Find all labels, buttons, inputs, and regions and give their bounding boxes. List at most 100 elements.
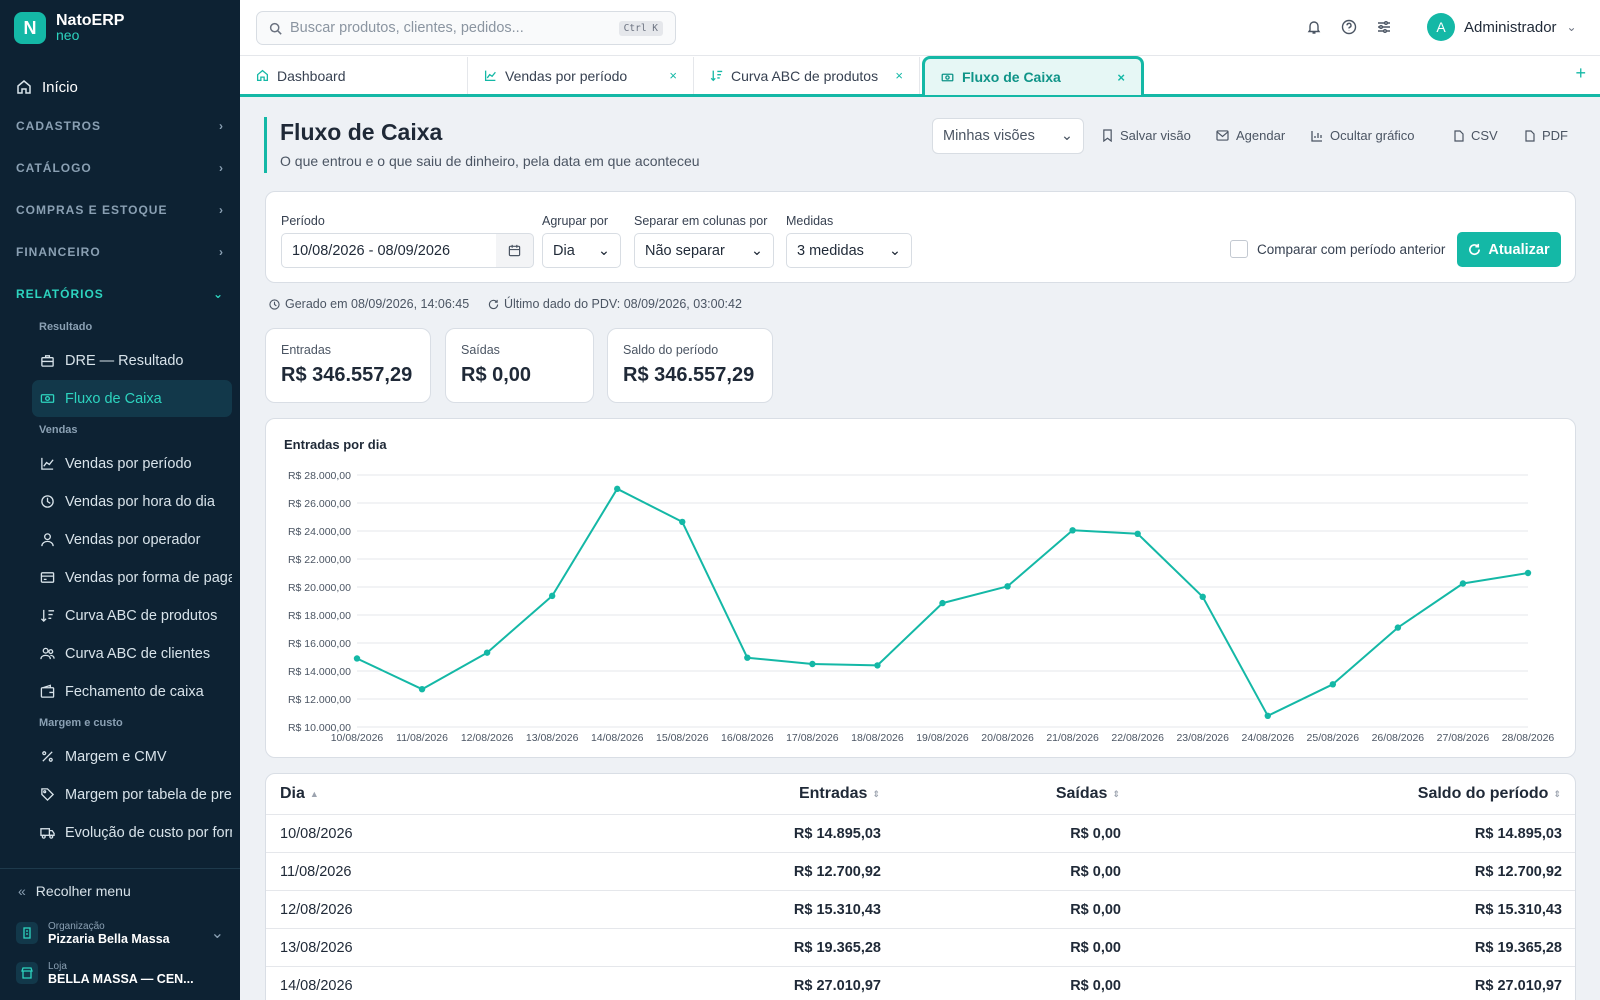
- table-row[interactable]: 14/08/2026 R$ 27.010,97 R$ 0,00 R$ 27.01…: [266, 966, 1575, 1000]
- tab-curva-abc[interactable]: Curva ABC de produtos ×: [694, 57, 920, 94]
- help-icon[interactable]: [1341, 19, 1357, 35]
- column-header-saidas[interactable]: Saídas ⇕: [1056, 774, 1120, 814]
- sidebar-item-curva-abc-clientes[interactable]: Curva ABC de clientes: [32, 635, 232, 672]
- user-menu[interactable]: A Administrador ⌄: [1427, 13, 1577, 41]
- add-tab-button[interactable]: +: [1575, 63, 1586, 83]
- measures-select[interactable]: 3 medidas ⌄: [786, 233, 912, 268]
- save-view-button[interactable]: Salvar visão: [1102, 128, 1191, 143]
- hide-chart-button[interactable]: Ocultar gráfico: [1311, 128, 1415, 143]
- table-row[interactable]: 11/08/2026 R$ 12.700,92 R$ 0,00 R$ 12.70…: [266, 852, 1575, 890]
- data-point: [1524, 569, 1532, 577]
- sort-icon: [40, 609, 55, 623]
- sidebar-section-compras[interactable]: COMPRAS E ESTOQUE ›: [0, 189, 240, 231]
- views-select[interactable]: Minhas visões ⌄: [932, 118, 1084, 154]
- x-tick-label: 22/08/2026: [1111, 732, 1164, 744]
- truck-icon: [40, 828, 55, 839]
- compare-previous-checkbox[interactable]: Comparar com período anterior: [1230, 240, 1445, 258]
- measures-value: 3 medidas: [797, 242, 864, 259]
- cell-saldo: R$ 14.895,03: [1474, 825, 1562, 842]
- organization-selector[interactable]: Organização Pizzaria Bella Massa ⌄: [0, 913, 240, 953]
- sidebar-section-cadastros[interactable]: CADASTROS ›: [0, 105, 240, 147]
- bar-chart-icon: [1311, 130, 1322, 142]
- export-csv-button[interactable]: CSV: [1454, 128, 1498, 143]
- x-tick-label: 10/08/2026: [331, 732, 384, 744]
- schedule-button[interactable]: Agendar: [1216, 128, 1285, 143]
- file-icon: [1454, 129, 1464, 142]
- bell-icon[interactable]: [1306, 19, 1322, 35]
- column-header-label: Dia: [280, 785, 305, 802]
- logo[interactable]: N NatoERP neo: [0, 0, 240, 56]
- sidebar-section-catalogo[interactable]: CATÁLOGO ›: [0, 147, 240, 189]
- sidebar-item-evolucao-custo[interactable]: Evolução de custo por fornecedor: [32, 814, 232, 851]
- x-tick-label: 23/08/2026: [1176, 732, 1229, 744]
- y-tick-label: R$ 26.000,00: [288, 498, 351, 510]
- close-icon[interactable]: ×: [895, 68, 903, 83]
- cell-saidas: R$ 0,00: [1070, 977, 1121, 994]
- column-header-entradas[interactable]: Entradas ⇕: [799, 774, 880, 814]
- table-row[interactable]: 13/08/2026 R$ 19.365,28 R$ 0,00 R$ 19.36…: [266, 928, 1575, 966]
- y-tick-label: R$ 12.000,00: [288, 694, 351, 706]
- calendar-icon: [508, 244, 521, 257]
- clock-icon: [269, 298, 280, 310]
- cell-entradas: R$ 14.895,03: [793, 825, 881, 842]
- topbar: Buscar produtos, clientes, pedidos... Ct…: [240, 0, 1600, 56]
- sidebar-group-resultado: Resultado: [39, 321, 93, 333]
- x-tick-label: 15/08/2026: [656, 732, 709, 744]
- kpi-value: R$ 346.557,29: [623, 364, 755, 386]
- data-point: [679, 518, 686, 526]
- sidebar-item-label: Início: [42, 78, 78, 96]
- x-tick-label: 16/08/2026: [721, 732, 774, 744]
- period-input[interactable]: 10/08/2026 - 08/09/2026: [281, 233, 497, 268]
- sidebar-item-vendas-forma-pagamento[interactable]: Vendas por forma de pagamento: [32, 559, 232, 596]
- sidebar-item-home[interactable]: Início: [0, 69, 240, 105]
- cell-saldo: R$ 27.010,97: [1474, 977, 1562, 994]
- checkbox[interactable]: [1230, 240, 1248, 258]
- tab-vendas-periodo[interactable]: Vendas por período ×: [468, 57, 694, 94]
- sidebar-item-margem-tabela-preco[interactable]: Margem por tabela de preço: [32, 776, 232, 813]
- line-chart: R$ 10.000,00 R$ 12.000,00 R$ 14.000,00 R$ 1…: [288, 470, 1554, 744]
- cell-saldo: R$ 12.700,92: [1474, 863, 1562, 880]
- data-point: [548, 592, 556, 600]
- calendar-button[interactable]: [496, 233, 534, 268]
- chevron-right-icon: ›: [219, 203, 224, 217]
- store-icon: [16, 962, 38, 984]
- sidebar-item-dre[interactable]: DRE — Resultado: [32, 342, 232, 379]
- bookmark-icon: [1103, 129, 1112, 142]
- search-input[interactable]: Buscar produtos, clientes, pedidos... Ct…: [256, 11, 676, 45]
- sidebar-item-fechamento-caixa[interactable]: Fechamento de caixa: [32, 673, 232, 710]
- tab-label: Fluxo de Caixa: [962, 69, 1061, 85]
- settings-sliders-icon[interactable]: [1376, 19, 1392, 35]
- filters-panel: Período 10/08/2026 - 08/09/2026 Agrupar …: [265, 191, 1576, 283]
- kpi-saidas: Saídas R$ 0,00: [445, 328, 594, 403]
- sidebar-item-vendas-operador[interactable]: Vendas por operador: [32, 521, 232, 558]
- sidebar-item-vendas-hora[interactable]: Vendas por hora do dia: [32, 483, 232, 520]
- sidebar-item-fluxo-caixa[interactable]: Fluxo de Caixa: [32, 380, 232, 417]
- tab-bar: Dashboard Vendas por período × Curva ABC…: [240, 56, 1600, 97]
- sidebar-item-curva-abc-produtos[interactable]: Curva ABC de produtos: [32, 597, 232, 634]
- user-icon: [41, 533, 54, 547]
- close-icon[interactable]: ×: [669, 68, 677, 83]
- tab-fluxo-caixa[interactable]: Fluxo de Caixa ×: [922, 56, 1144, 95]
- group-by-select[interactable]: Dia ⌄: [542, 233, 621, 268]
- sidebar-section-financeiro[interactable]: FINANCEIRO ›: [0, 231, 240, 273]
- update-button[interactable]: Atualizar: [1457, 232, 1561, 267]
- table-row[interactable]: 10/08/2026 R$ 14.895,03 R$ 0,00 R$ 14.89…: [266, 814, 1575, 852]
- sidebar-section-relatorios[interactable]: RELATÓRIOS ⌄: [0, 273, 240, 315]
- sidebar-item-vendas-periodo[interactable]: Vendas por período: [32, 445, 232, 482]
- data-point: [1329, 681, 1337, 688]
- split-columns-select[interactable]: Não separar ⌄: [634, 233, 774, 268]
- store-selector[interactable]: Loja BELLA MASSA — CEN...: [0, 953, 240, 993]
- x-tick-label: 18/08/2026: [851, 732, 904, 744]
- column-header-label: Saídas: [1055, 785, 1108, 802]
- column-header-saldo[interactable]: Saldo do período ⇕: [1418, 774, 1561, 814]
- export-pdf-button[interactable]: PDF: [1525, 128, 1568, 143]
- table-row[interactable]: 12/08/2026 R$ 15.310,43 R$ 0,00 R$ 15.31…: [266, 890, 1575, 928]
- app-subname: neo: [56, 27, 80, 43]
- collapse-menu-button[interactable]: « Recolher menu: [0, 869, 240, 913]
- tab-dashboard[interactable]: Dashboard: [240, 57, 468, 94]
- close-icon[interactable]: ×: [1117, 69, 1125, 85]
- clock-icon: [41, 495, 54, 508]
- column-header-dia[interactable]: Dia ▲: [280, 774, 319, 814]
- x-tick-label: 25/08/2026: [1307, 732, 1360, 744]
- sidebar-item-margem-cmv[interactable]: Margem e CMV: [32, 738, 232, 775]
